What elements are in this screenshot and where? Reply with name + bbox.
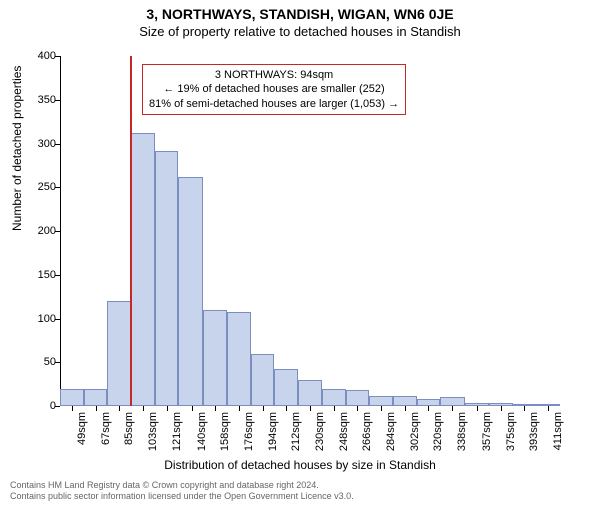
histogram-bar <box>155 151 179 407</box>
y-tick-mark <box>55 362 60 363</box>
x-tick-label: 85sqm <box>123 412 135 445</box>
y-tick-mark <box>55 275 60 276</box>
histogram-bar <box>298 380 322 406</box>
x-tick-label: 194sqm <box>267 412 279 451</box>
annotation-box: 3 NORTHWAYS: 94sqm← 19% of detached hous… <box>142 64 406 115</box>
histogram-bar <box>227 312 251 407</box>
x-tick-mark <box>501 406 502 411</box>
x-tick-mark <box>405 406 406 411</box>
histogram-bar <box>84 389 108 407</box>
y-tick-mark <box>55 406 60 407</box>
y-tick-mark <box>55 56 60 57</box>
x-tick-mark <box>334 406 335 411</box>
y-tick-mark <box>55 231 60 232</box>
y-tick-label: 0 <box>16 400 56 412</box>
x-tick-mark <box>381 406 382 411</box>
y-tick-label: 250 <box>16 181 56 193</box>
histogram-bar <box>203 310 227 406</box>
x-tick-label: 302sqm <box>409 412 421 451</box>
annotation-line: 3 NORTHWAYS: 94sqm <box>149 68 399 82</box>
x-tick-mark <box>477 406 478 411</box>
x-tick-label: 49sqm <box>76 412 88 445</box>
x-tick-label: 320sqm <box>432 412 444 451</box>
histogram-bar <box>369 396 393 407</box>
plot-area: 05010015020025030035040049sqm67sqm85sqm1… <box>60 56 560 406</box>
x-tick-label: 140sqm <box>196 412 208 451</box>
x-tick-mark <box>143 406 144 411</box>
y-tick-label: 400 <box>16 50 56 62</box>
x-tick-mark <box>524 406 525 411</box>
x-tick-mark <box>428 406 429 411</box>
y-tick-label: 100 <box>16 313 56 325</box>
x-tick-mark <box>286 406 287 411</box>
histogram-bar <box>393 396 417 407</box>
x-tick-mark <box>239 406 240 411</box>
chart: 05010015020025030035040049sqm67sqm85sqm1… <box>60 56 560 406</box>
page-subtitle: Size of property relative to detached ho… <box>0 24 600 39</box>
y-tick-label: 300 <box>16 138 56 150</box>
histogram-bar <box>251 354 275 407</box>
x-tick-mark <box>119 406 120 411</box>
page-title: 3, NORTHWAYS, STANDISH, WIGAN, WN6 0JE <box>0 6 600 22</box>
histogram-bar <box>107 301 131 406</box>
x-tick-label: 248sqm <box>338 412 350 451</box>
x-tick-label: 357sqm <box>481 412 493 451</box>
x-tick-mark <box>96 406 97 411</box>
histogram-bar <box>440 397 465 406</box>
x-tick-mark <box>548 406 549 411</box>
x-axis-label: Distribution of detached houses by size … <box>0 458 600 472</box>
histogram-bar <box>178 177 203 406</box>
x-tick-mark <box>263 406 264 411</box>
marker-line <box>130 56 132 406</box>
histogram-bar <box>417 399 441 406</box>
x-tick-label: 67sqm <box>100 412 112 445</box>
y-tick-mark <box>55 187 60 188</box>
histogram-bar <box>346 390 370 406</box>
y-tick-label: 350 <box>16 94 56 106</box>
y-tick-mark <box>55 100 60 101</box>
y-tick-label: 150 <box>16 269 56 281</box>
x-tick-mark <box>452 406 453 411</box>
histogram-bar <box>60 389 84 407</box>
histogram-bar <box>322 389 346 407</box>
x-tick-label: 230sqm <box>314 412 326 451</box>
x-tick-mark <box>310 406 311 411</box>
x-tick-label: 411sqm <box>552 412 564 450</box>
y-tick-mark <box>55 319 60 320</box>
x-tick-label: 158sqm <box>219 412 231 451</box>
x-tick-label: 338sqm <box>456 412 468 451</box>
x-tick-mark <box>192 406 193 411</box>
y-axis <box>60 56 61 406</box>
histogram-bar <box>131 133 155 406</box>
footer-attribution: Contains HM Land Registry data © Crown c… <box>10 480 354 502</box>
x-tick-label: 266sqm <box>361 412 373 451</box>
x-tick-label: 375sqm <box>505 412 517 451</box>
x-tick-label: 284sqm <box>385 412 397 451</box>
x-tick-label: 103sqm <box>147 412 159 451</box>
x-tick-mark <box>215 406 216 411</box>
y-tick-label: 200 <box>16 225 56 237</box>
x-tick-label: 176sqm <box>243 412 255 451</box>
x-tick-mark <box>167 406 168 411</box>
x-tick-label: 121sqm <box>171 412 183 451</box>
x-tick-mark <box>72 406 73 411</box>
x-tick-label: 393sqm <box>528 412 540 451</box>
y-tick-mark <box>55 144 60 145</box>
histogram-bar <box>274 369 298 406</box>
annotation-line: 81% of semi-detached houses are larger (… <box>149 97 399 111</box>
footer-line2: Contains public sector information licen… <box>10 491 354 502</box>
x-tick-mark <box>357 406 358 411</box>
annotation-line: ← 19% of detached houses are smaller (25… <box>149 82 399 96</box>
x-tick-label: 212sqm <box>290 412 302 451</box>
y-tick-label: 50 <box>16 356 56 368</box>
footer-line1: Contains HM Land Registry data © Crown c… <box>10 480 354 491</box>
